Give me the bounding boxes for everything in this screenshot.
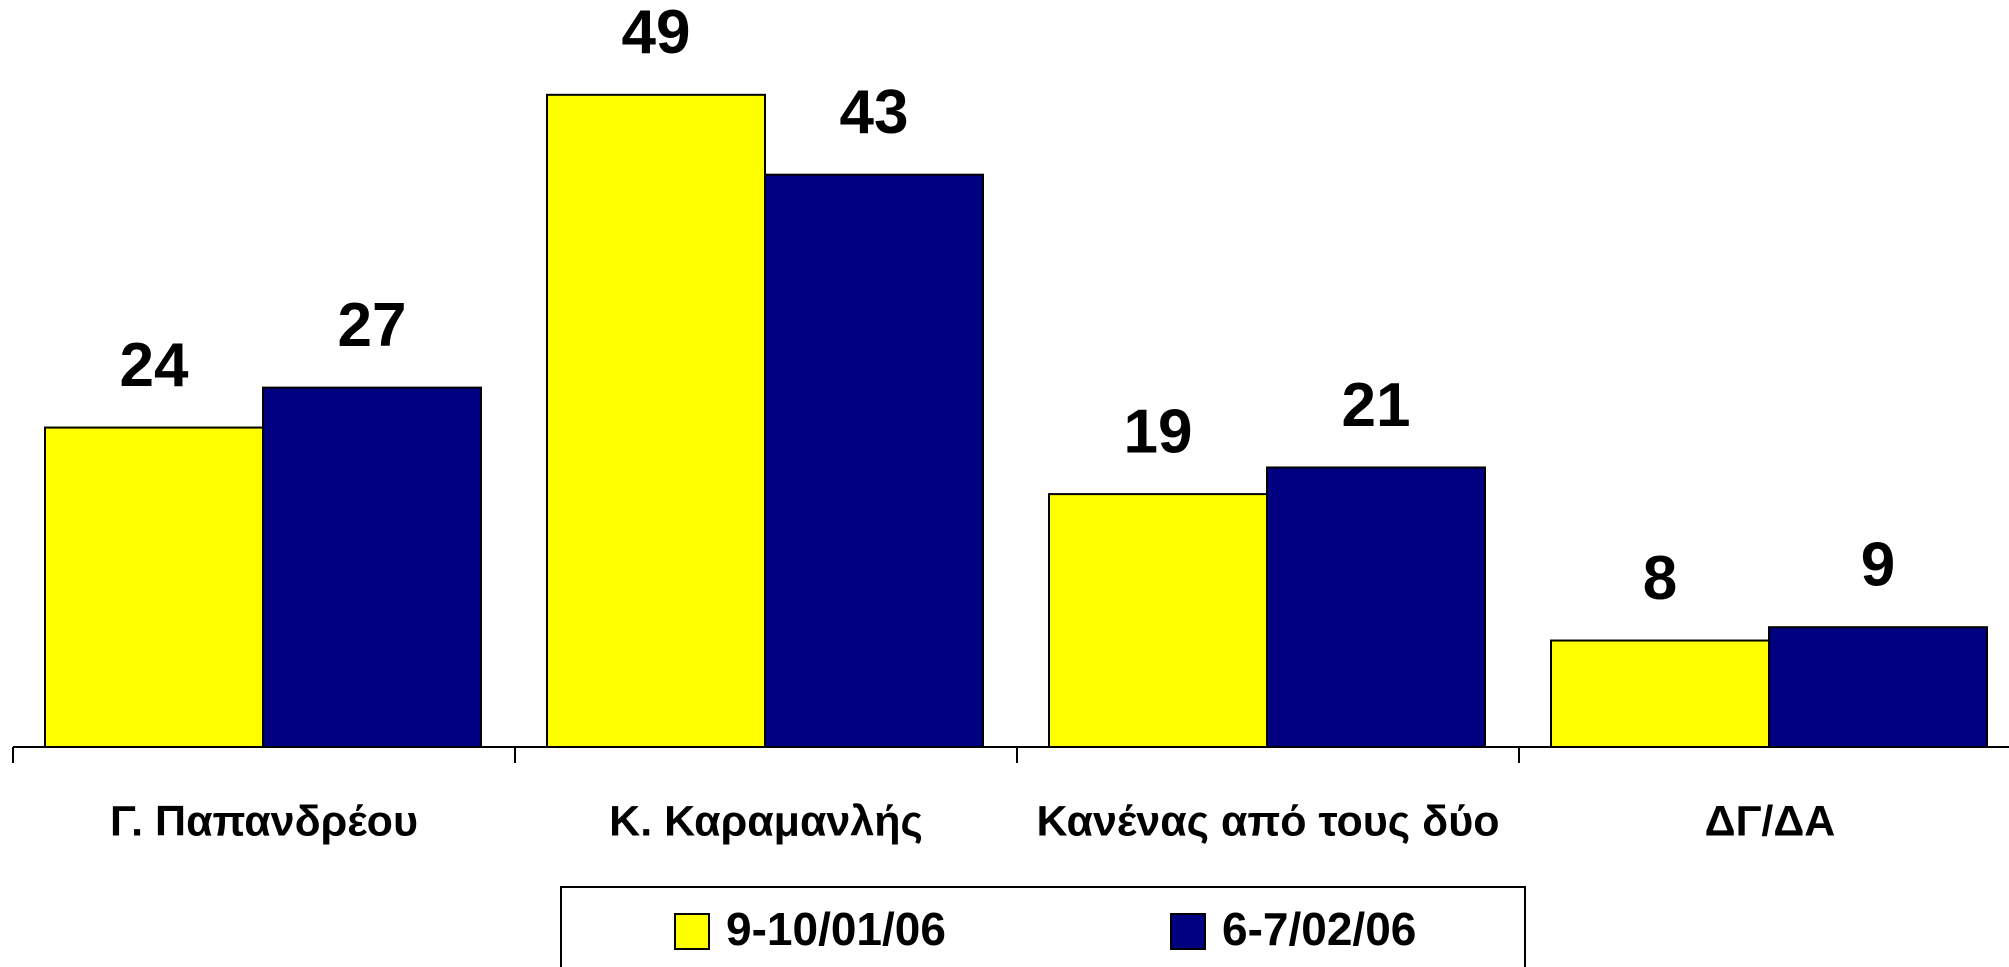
bar	[262, 386, 482, 748]
bar	[1048, 493, 1268, 748]
legend-label: 6-7/02/06	[1222, 903, 1416, 955]
value-label: 49	[622, 0, 691, 67]
value-label: 9	[1861, 531, 1895, 600]
bar	[1550, 639, 1770, 749]
x-tick-label: ΔΓ/ΔΑ	[1705, 797, 1836, 845]
value-label: 19	[1124, 397, 1193, 466]
value-label: 8	[1643, 544, 1677, 613]
bar	[44, 426, 264, 748]
legend-swatch	[1170, 913, 1206, 950]
x-tick-label: Κανένας από τους δύο	[1036, 797, 1499, 845]
legend-swatch	[674, 913, 710, 950]
x-tick-label: Κ. Καραμανλής	[609, 797, 923, 845]
legend-label: 9-10/01/06	[726, 903, 946, 955]
value-label: 24	[120, 331, 189, 400]
bar	[1266, 466, 1486, 748]
value-label: 27	[338, 291, 407, 360]
bar	[764, 173, 984, 749]
bar	[546, 93, 766, 748]
x-tick-label: Γ. Παπανδρέου	[110, 797, 418, 845]
bar	[1768, 626, 1988, 749]
value-label: 21	[1342, 371, 1411, 440]
value-label: 43	[840, 78, 909, 147]
legend-box	[560, 886, 1526, 967]
